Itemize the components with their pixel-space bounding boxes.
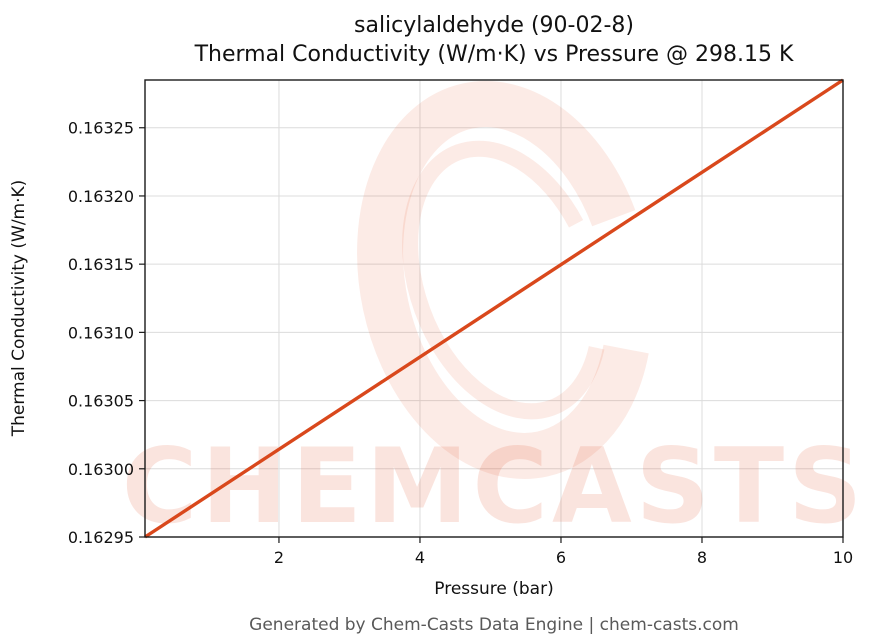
y-tick-label: 0.16295	[68, 528, 134, 547]
x-tick-label: 10	[833, 548, 853, 567]
chart-title: salicylaldehyde (90-02-8)	[354, 13, 634, 38]
watermark: CHEMCASTS	[122, 81, 867, 547]
y-tick-label: 0.16315	[68, 255, 134, 274]
watermark-logo-outer-ring	[357, 81, 653, 479]
x-tick-label: 8	[697, 548, 707, 567]
tick-labels: 2 4 6 8 10 0.16295 0.16300 0.16305 0.16310 0.1631…	[68, 119, 853, 567]
y-tick-label: 0.16325	[68, 119, 134, 138]
y-tick-label: 0.16300	[68, 460, 134, 479]
y-tick-label: 0.16305	[68, 392, 134, 411]
y-tick-label: 0.16310	[68, 323, 134, 342]
x-tick-label: 4	[415, 548, 425, 567]
y-tick-label: 0.16320	[68, 187, 134, 206]
plot-border	[144, 79, 844, 538]
x-axis-label: Pressure (bar)	[434, 579, 553, 599]
watermark-text: CHEMCASTS	[122, 427, 867, 547]
chart-subtitle: Thermal Conductivity (W/m·K) vs Pressure…	[194, 42, 794, 67]
y-axis-label: Thermal Conductivity (W/m·K)	[9, 180, 29, 438]
tick-marks	[139, 127, 844, 543]
data-line	[144, 78, 844, 539]
x-tick-label: 2	[274, 548, 284, 567]
x-tick-label: 6	[556, 548, 566, 567]
footer-text: Generated by Chem-Casts Data Engine | ch…	[249, 615, 739, 635]
watermark-logo-inner-ring	[402, 140, 608, 420]
